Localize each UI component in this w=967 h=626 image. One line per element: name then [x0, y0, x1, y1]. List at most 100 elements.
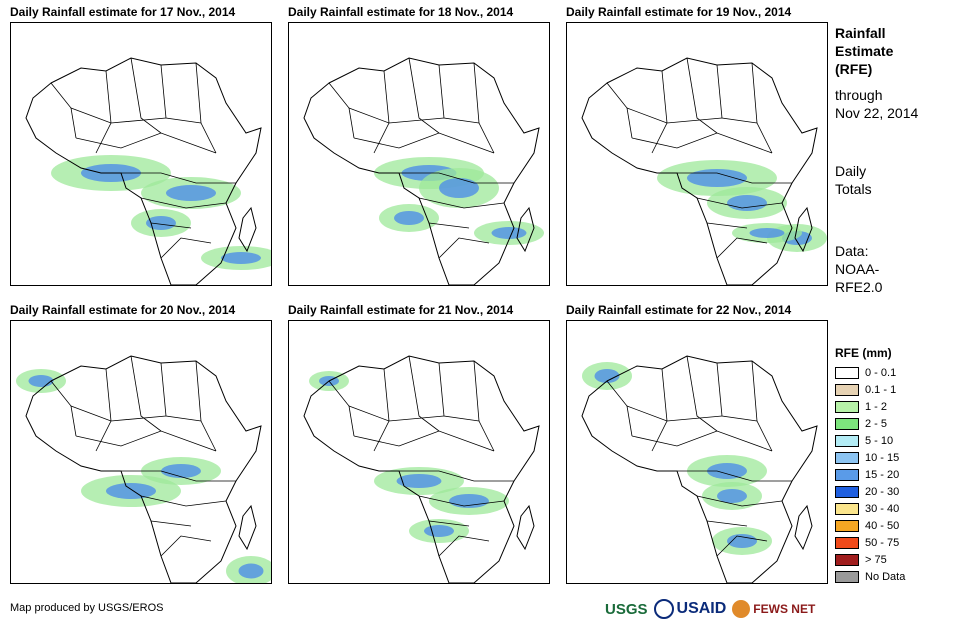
country-border: [408, 57, 440, 134]
legend-label: 40 - 50: [865, 519, 900, 532]
usaid-seal-icon: [653, 599, 674, 619]
legend-item: 40 - 50: [835, 517, 905, 534]
legend-label: 10 - 15: [865, 451, 900, 464]
madagascar-outline: [238, 504, 257, 551]
legend-item: 1 - 2: [835, 398, 905, 415]
country-border: [95, 70, 112, 154]
country-border: [130, 355, 162, 432]
legend-label: 0.1 - 1: [865, 383, 897, 396]
legend-swatch: [835, 468, 859, 481]
country-border: [150, 520, 192, 527]
legend-item: 5 - 10: [835, 432, 905, 449]
heavy-rain-area: [106, 483, 156, 499]
legend-swatch: [835, 519, 859, 532]
legend-item: 10 - 15: [835, 449, 905, 466]
panel-title: Daily Rainfall estimate for 21 Nov., 201…: [288, 303, 514, 317]
africa-map-6: [581, 355, 818, 583]
legend-rows: 0 - 0.1 0.1 - 1 1 - 2 2 - 5 5 - 10 10 - 15 15 …: [835, 364, 905, 585]
heavy-rain-area: [727, 195, 767, 211]
country-border: [95, 368, 112, 452]
legend-label: 30 - 40: [865, 502, 900, 515]
rainfall-map: [566, 22, 828, 286]
country-border: [651, 368, 668, 452]
country-border: [438, 362, 480, 422]
country-border: [160, 237, 212, 259]
legend-item: 20 - 30: [835, 483, 905, 500]
legend-swatch: [835, 570, 859, 583]
heavy-rain-area: [491, 227, 527, 239]
country-border: [348, 405, 445, 422]
country-border: [373, 70, 390, 154]
country-border: [160, 362, 202, 422]
heavy-rain-area: [749, 228, 785, 238]
country-border: [686, 57, 718, 134]
heavy-rain-area: [439, 178, 479, 198]
heavy-rain-area: [238, 563, 264, 579]
country-border: [195, 360, 217, 452]
legend-item: No Data: [835, 568, 905, 585]
heavy-rain-area: [28, 375, 54, 387]
legend-swatch: [835, 451, 859, 464]
country-border: [418, 495, 505, 507]
country-border: [651, 70, 668, 154]
country-border: [195, 62, 217, 154]
country-border: [50, 82, 77, 139]
legend: RFE (mm) 0 - 0.1 0.1 - 1 1 - 2 2 - 5 5 - 10 1…: [835, 346, 905, 585]
heavy-rain-area: [449, 494, 489, 508]
country-border: [716, 535, 768, 557]
country-border: [696, 495, 783, 507]
data-line: NOAA-: [835, 261, 880, 277]
country-border: [418, 197, 505, 209]
side-daily: Daily Totals: [835, 162, 872, 198]
heavy-rain-area: [166, 185, 216, 201]
panel-title: Daily Rainfall estimate for 22 Nov., 201…: [566, 303, 792, 317]
country-border: [140, 197, 227, 209]
country-border: [75, 430, 217, 452]
country-border: [130, 57, 162, 134]
fewsnet-logo-text: FEWS NET: [753, 602, 816, 616]
country-border: [631, 132, 773, 154]
country-border: [751, 62, 773, 154]
africa-map-2: [303, 57, 544, 285]
rainfall-map: [10, 22, 272, 286]
country-border: [677, 470, 792, 482]
africa-map-1: [25, 57, 271, 285]
heavy-rain-area: [717, 489, 747, 503]
madagascar-outline: [516, 504, 535, 551]
fewsnet-sun-icon: [732, 600, 751, 618]
legend-title: RFE (mm): [835, 346, 892, 360]
country-border: [70, 107, 167, 124]
country-border: [408, 355, 440, 432]
madagascar-outline: [794, 206, 813, 253]
africa-coastline: [25, 57, 262, 285]
legend-swatch: [835, 366, 859, 379]
country-border: [751, 360, 773, 452]
heavy-rain-area: [396, 474, 442, 488]
side-through: through Nov 22, 2014: [835, 86, 918, 122]
country-border: [150, 222, 192, 229]
panel-title: Daily Rainfall estimate for 17 Nov., 201…: [10, 5, 236, 19]
country-border: [606, 82, 633, 139]
legend-label: 15 - 20: [865, 468, 900, 481]
country-border: [160, 64, 202, 124]
legend-label: No Data: [865, 570, 906, 583]
rainfall-map: [288, 22, 550, 286]
legend-item: 0 - 0.1: [835, 364, 905, 381]
country-border: [399, 172, 514, 184]
heavy-rain-area: [146, 216, 176, 230]
title-line: Estimate: [835, 43, 894, 59]
fewsnet-logo: FEWS NET: [732, 600, 815, 618]
legend-label: > 75: [865, 553, 887, 566]
heavy-rain-area: [221, 252, 261, 264]
country-border: [140, 495, 227, 507]
legend-label: 0 - 0.1: [865, 366, 897, 379]
title-line: (RFE): [835, 61, 873, 77]
legend-swatch: [835, 400, 859, 413]
country-border: [373, 368, 390, 452]
legend-item: 30 - 40: [835, 500, 905, 517]
country-border: [438, 64, 480, 124]
country-border: [353, 430, 495, 452]
legend-label: 1 - 2: [865, 400, 888, 413]
rainfall-map: [288, 320, 550, 584]
country-border: [473, 62, 495, 154]
